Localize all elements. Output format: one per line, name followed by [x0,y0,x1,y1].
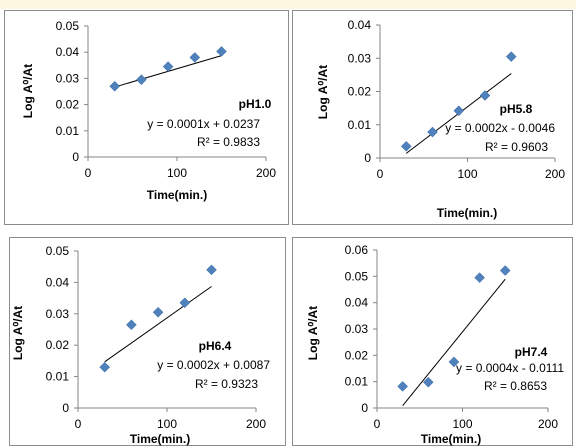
x-tick-label: 100 [452,417,472,431]
data-point [499,265,511,276]
top-band [0,0,576,9]
chart-panel-ph58: 0 0.01 0.02 0.03 0.04 0 100 200 pH5.8 y = 0.0002x… [292,10,573,225]
y-tick-label: 0.01 [345,375,369,389]
r-squared: R² = 0.9603 [485,140,548,154]
y-tick-label: 0 [364,151,371,165]
y-tick-label: 0.04 [348,18,372,32]
y-tick-label: 0.04 [46,275,70,289]
y-tick-label: 0.05 [46,244,70,258]
x-axis-label: Time(min.) [147,188,207,202]
trendline-equation: y = 0.0001x + 0.0237 [147,117,260,131]
y-axis-label: Log A⁰/At [21,64,35,118]
x-tick-label: 200 [545,167,565,181]
data-point [479,90,491,101]
data-point [216,46,227,57]
data-point [400,141,412,152]
y-axis-label: Log A⁰/At [11,306,25,360]
y-tick-label: 0.02 [348,85,372,99]
data-point [189,52,201,63]
data-point [179,297,191,309]
y-tick-label: 0.05 [345,269,369,283]
data-point [448,356,460,368]
y-tick-label: 0.04 [56,45,80,59]
y-tick-label: 0.02 [46,338,70,352]
data-point [99,361,111,373]
trendline [104,286,212,363]
y-axis-label: Log A⁰/At [316,65,330,119]
series-label: pH1.0 [239,97,272,111]
data-point [136,74,147,86]
data-point [206,264,217,276]
x-tick-label: 100 [457,167,477,181]
x-tick-label: 100 [157,417,177,431]
y-tick-label: 0.03 [345,322,369,336]
chart-frame [292,237,573,446]
x-tick-label: 0 [374,417,381,431]
chart-panel-ph64: 0 0.01 0.02 0.03 0.04 0.05 0 100 200 pH6.4 y = 0.0… [9,237,286,446]
chart-frame [292,10,573,225]
x-tick-label: 200 [256,166,276,180]
data-point [427,126,438,138]
y-tick-label: 0 [361,401,368,415]
y-tick-label: 0.04 [345,296,369,310]
y-tick-label: 0.01 [348,118,372,132]
y-tick-label: 0.05 [56,19,80,33]
data-point [474,272,485,284]
trendline [402,278,506,406]
series-label: pH6.4 [199,339,232,353]
x-tick-label: 0 [75,417,82,431]
y-axis-label: Log A⁰/At [306,306,320,360]
chart-panel-ph1: 0 0.01 0.02 0.03 0.04 0.05 0 100 200 pH1.0 y = 0.0… [4,10,289,225]
series-label: pH7.4 [515,345,548,359]
y-tick-label: 0 [62,401,69,415]
data-point [505,51,517,62]
x-axis-label: Time(min.) [421,432,481,446]
x-tick-label: 200 [246,417,266,431]
trendline-equation: y = 0.0002x + 0.0087 [157,358,270,372]
data-point [397,381,409,392]
x-tick-label: 200 [538,417,558,431]
y-tick-label: 0.01 [56,124,80,138]
x-axis-label: Time(min.) [130,432,190,446]
y-tick-label: 0.01 [46,370,70,384]
r-squared: R² = 0.8653 [484,379,547,393]
series-label: pH5.8 [500,102,533,116]
y-tick-label: 0 [72,150,79,164]
y-tick-label: 0.03 [348,51,372,65]
trendline-equation: y = 0.0004x - 0.0111 [456,361,564,375]
data-point [422,376,434,388]
chart-frame [9,237,286,446]
trendline-equation: y = 0.0002x - 0.0046 [445,121,555,135]
chart-frame [4,10,289,225]
x-axis-label: Time(min.) [437,206,497,220]
r-squared: R² = 0.9323 [195,377,258,391]
y-tick-label: 0.02 [345,348,369,362]
r-squared: R² = 0.9833 [197,135,260,149]
data-point [453,105,465,117]
y-tick-label: 0.02 [56,98,80,112]
data-point [162,61,174,72]
x-tick-label: 0 [377,167,384,181]
chart-panel-ph74: 0 0.01 0.02 0.03 0.04 0.05 0.06 0 100 200 pH7.4 y =… [292,237,573,446]
data-point [152,306,164,318]
y-tick-label: 0.03 [56,71,80,85]
y-tick-label: 0.03 [46,307,70,321]
x-tick-label: 100 [167,166,187,180]
data-point [126,319,137,331]
data-point [109,80,121,92]
x-tick-label: 0 [85,166,92,180]
y-tick-label: 0.06 [345,243,369,257]
